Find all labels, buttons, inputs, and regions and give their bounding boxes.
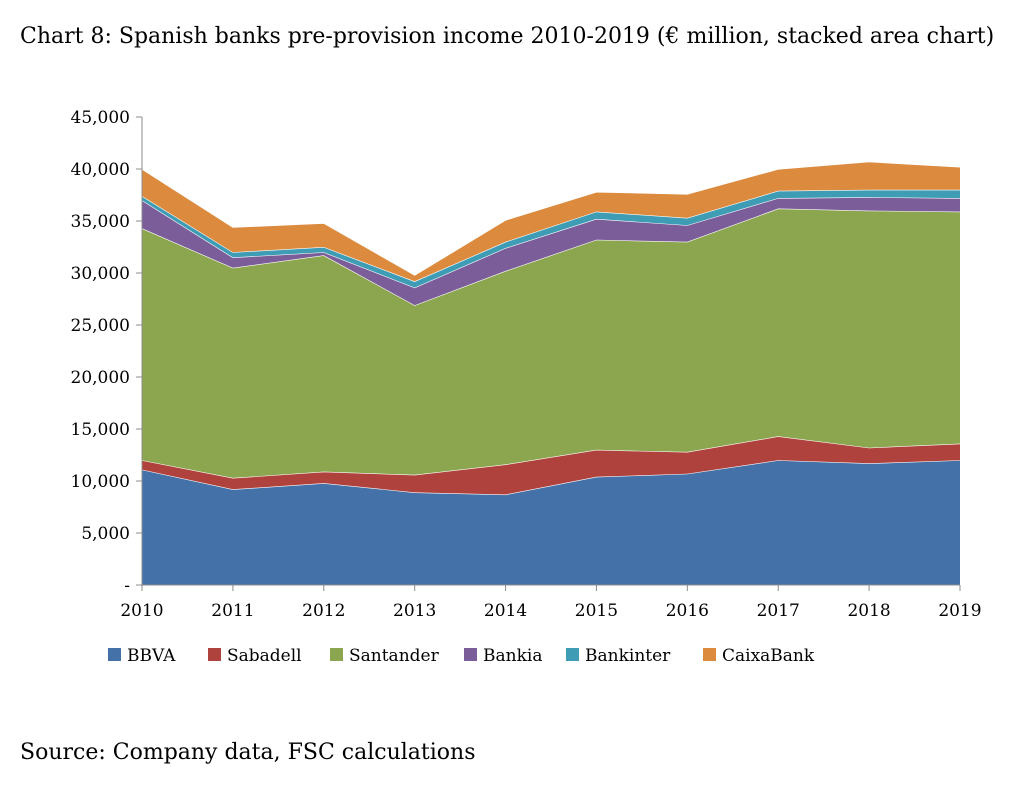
chart-title: Chart 8: Spanish banks pre-provision inc… (20, 24, 995, 49)
y-tick-label: 5,000 (81, 524, 130, 544)
x-tick-label: 2010 (120, 601, 163, 621)
legend-swatch (703, 648, 716, 661)
y-tick-label: 40,000 (71, 160, 130, 180)
area-santander (142, 208, 960, 478)
axes (141, 117, 960, 586)
legend: BBVA Sabadell Santander Bankia Bankinter Caix… (108, 646, 815, 666)
legend-label: Bankinter (585, 646, 671, 666)
y-tick-label: 25,000 (71, 316, 130, 336)
stacked-area-chart: - 5,000 10,000 15,000 20,000 25,000 30,000 35,0… (71, 108, 982, 666)
legend-item-bbva: BBVA (108, 646, 176, 666)
legend-swatch (108, 648, 121, 661)
area-layers (141, 161, 961, 585)
legend-swatch (566, 648, 579, 661)
legend-label: CaixaBank (722, 646, 815, 666)
x-tick-label: 2017 (757, 601, 800, 621)
legend-swatch (464, 648, 477, 661)
legend-swatch (330, 648, 343, 661)
y-tick-label: 35,000 (71, 212, 130, 232)
legend-label: Bankia (483, 646, 542, 666)
y-tick-label: 10,000 (71, 472, 130, 492)
x-tick-label: 2018 (847, 601, 890, 621)
area-bbva (142, 460, 960, 585)
y-tick-label: 45,000 (71, 108, 130, 128)
source-note: Source: Company data, FSC calculations (20, 740, 476, 765)
x-tick-label: 2013 (393, 601, 436, 621)
y-axis-ticks: - 5,000 10,000 15,000 20,000 25,000 30,000 35,0… (71, 108, 142, 596)
x-tick-label: 2011 (211, 601, 254, 621)
legend-item-santander: Santander (330, 646, 440, 666)
area-bankia (142, 197, 960, 306)
legend-item-sabadell: Sabadell (208, 646, 302, 666)
y-tick-label: 20,000 (71, 368, 130, 388)
legend-item-caixabank: CaixaBank (703, 646, 815, 666)
area-caixabank (142, 161, 960, 282)
legend-item-bankia: Bankia (464, 646, 542, 666)
x-tick-label: 2012 (302, 601, 345, 621)
legend-label: Santander (349, 646, 440, 666)
legend-label: BBVA (127, 646, 176, 666)
x-tick-label: 2014 (484, 601, 527, 621)
x-tick-label: 2016 (666, 601, 709, 621)
legend-swatch (208, 648, 221, 661)
area-edge-caixabank (141, 161, 961, 276)
legend-item-bankinter: Bankinter (566, 646, 671, 666)
x-axis-ticks: 2010 2011 2012 2013 2014 2015 2016 2017 2018 2019 (120, 585, 982, 621)
y-tick-label: 30,000 (71, 264, 130, 284)
area-sabadell (142, 436, 960, 495)
x-tick-label: 2015 (575, 601, 618, 621)
x-tick-label: 2019 (938, 601, 981, 621)
y-tick-label: - (124, 576, 130, 596)
legend-label: Sabadell (227, 646, 302, 666)
y-tick-label: 15,000 (71, 420, 130, 440)
